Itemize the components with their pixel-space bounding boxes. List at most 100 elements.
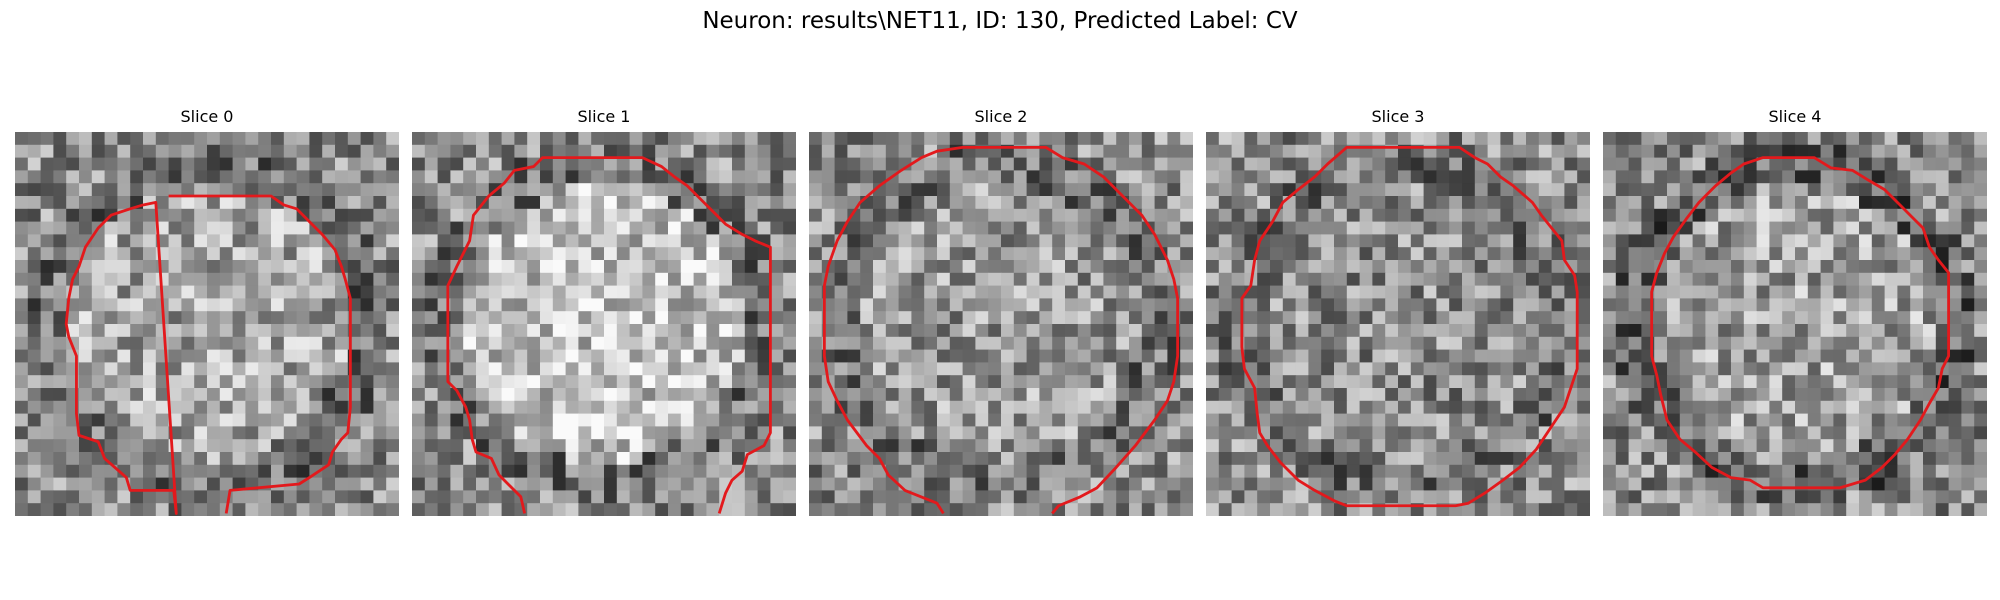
pixel — [655, 234, 669, 248]
pixel — [245, 234, 259, 248]
pixel — [1090, 260, 1104, 274]
pixel — [488, 311, 503, 325]
pixel — [219, 400, 234, 415]
pixel — [232, 477, 246, 491]
pixel — [552, 490, 567, 504]
pixel — [911, 464, 925, 479]
pixel — [540, 272, 554, 287]
pixel — [1718, 349, 1732, 363]
pixel — [1974, 336, 1987, 351]
pixel — [117, 170, 131, 184]
pixel — [424, 221, 439, 235]
pixel — [1308, 260, 1322, 274]
pixel — [271, 400, 285, 415]
pixel — [1206, 260, 1220, 274]
pixel — [1116, 221, 1130, 235]
pixel — [1321, 234, 1335, 248]
pixel — [1846, 221, 1860, 235]
pixel — [962, 311, 976, 325]
pixel — [1001, 221, 1015, 235]
pixel — [668, 298, 682, 312]
pixel — [1167, 208, 1181, 223]
pixel — [924, 324, 938, 338]
pixel — [1244, 439, 1258, 453]
pixel — [488, 362, 503, 376]
pixel — [693, 208, 707, 223]
pixel — [1270, 336, 1284, 351]
pixel — [424, 285, 439, 299]
pixel — [424, 400, 439, 415]
pixel — [219, 170, 234, 184]
pixel — [283, 375, 298, 389]
pixel — [117, 426, 131, 440]
pixel — [463, 362, 477, 376]
pixel — [91, 260, 106, 274]
pixel — [258, 247, 272, 261]
pixel — [1436, 285, 1450, 299]
pixel — [1116, 503, 1130, 516]
pixel — [79, 503, 93, 516]
pixel — [1141, 260, 1156, 274]
pixel — [40, 234, 54, 248]
pixel — [898, 324, 912, 338]
pixel — [322, 196, 336, 210]
pixel — [1270, 464, 1284, 479]
pixel — [1641, 144, 1655, 159]
pixel — [1743, 260, 1758, 274]
pixel — [373, 208, 387, 223]
pixel — [1077, 144, 1092, 159]
pixel — [1923, 490, 1937, 504]
pixel — [655, 311, 669, 325]
pixel — [1423, 362, 1437, 376]
pixel — [809, 221, 823, 235]
pixel — [962, 247, 976, 261]
pixel — [450, 196, 464, 210]
pixel — [117, 311, 131, 325]
pixel — [15, 362, 29, 376]
pixel — [744, 298, 759, 312]
pixel — [1385, 490, 1399, 504]
pixel — [591, 388, 605, 402]
pixel — [1103, 375, 1117, 389]
pixel — [1782, 260, 1796, 274]
pixel — [1910, 400, 1924, 415]
pixel — [1052, 132, 1066, 146]
pixel — [1884, 503, 1898, 516]
pixel — [1603, 311, 1617, 325]
pixel — [207, 260, 221, 274]
pixel — [1769, 144, 1783, 159]
pixel — [527, 298, 541, 312]
pixel — [155, 452, 170, 466]
pixel — [1206, 490, 1220, 504]
pixel — [1474, 503, 1489, 516]
pixel — [783, 157, 796, 171]
pixel — [1731, 336, 1745, 351]
pixel — [79, 439, 93, 453]
pixel — [1487, 388, 1501, 402]
pixel — [757, 170, 771, 184]
pixel — [1705, 132, 1719, 146]
pixel — [1628, 400, 1642, 415]
pixel — [1116, 324, 1130, 338]
pixel — [1577, 349, 1590, 363]
pixel — [1308, 362, 1322, 376]
pixel — [604, 464, 618, 479]
pixel — [719, 349, 733, 363]
pixel — [552, 503, 567, 516]
pixel — [1103, 400, 1117, 415]
pixel — [680, 183, 695, 197]
pixel — [1526, 221, 1540, 235]
pixel — [770, 349, 784, 363]
pixel — [219, 426, 234, 440]
pixel — [847, 426, 861, 440]
pixel — [962, 272, 976, 287]
pixel — [975, 208, 989, 223]
pixel — [258, 285, 272, 299]
pixel — [1513, 362, 1527, 376]
pixel — [1795, 285, 1809, 299]
pixel — [424, 477, 439, 491]
pixel — [949, 260, 964, 274]
pixel — [1615, 157, 1630, 171]
pixel — [578, 426, 592, 440]
pixel — [1564, 349, 1578, 363]
